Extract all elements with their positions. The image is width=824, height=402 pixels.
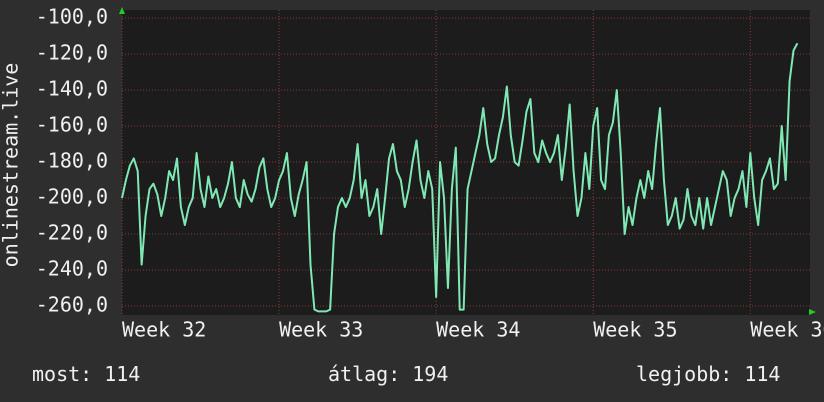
- footer-label: legjobb:: [636, 362, 732, 386]
- x-tick-label: Week 32: [122, 318, 206, 342]
- footer-item: most: 114: [32, 362, 140, 386]
- footer-value: 114: [104, 362, 140, 386]
- plot-area: [122, 10, 810, 315]
- axis-arrow: [119, 7, 125, 14]
- y-axis-label: onlinestream.live: [0, 63, 23, 268]
- y-tick-label: -260,0: [36, 293, 108, 317]
- data-line: [121, 42, 799, 313]
- x-tick-label: Week 36: [750, 318, 824, 342]
- x-tick-label: Week 34: [436, 318, 520, 342]
- y-tick-label: -240,0: [36, 257, 108, 281]
- footer-value: 194: [412, 362, 448, 386]
- y-tick-label: -160,0: [36, 113, 108, 137]
- y-tick-label: -120,0: [36, 41, 108, 65]
- y-tick-label: -140,0: [36, 77, 108, 101]
- x-tick-label: Week 35: [593, 318, 677, 342]
- y-tick-label: -100,0: [36, 5, 108, 29]
- footer-item: legjobb: 114: [636, 362, 780, 386]
- footer-item: átlag: 194: [328, 362, 448, 386]
- y-tick-label: -200,0: [36, 185, 108, 209]
- plot: [121, 42, 799, 313]
- footer-label: most:: [32, 362, 92, 386]
- y-tick-label: -180,0: [36, 149, 108, 173]
- footer-value: 114: [744, 362, 780, 386]
- x-tick-label: Week 33: [279, 318, 363, 342]
- axis-arrow: [809, 309, 816, 315]
- footer-label: átlag:: [328, 362, 400, 386]
- y-tick-label: -220,0: [36, 221, 108, 245]
